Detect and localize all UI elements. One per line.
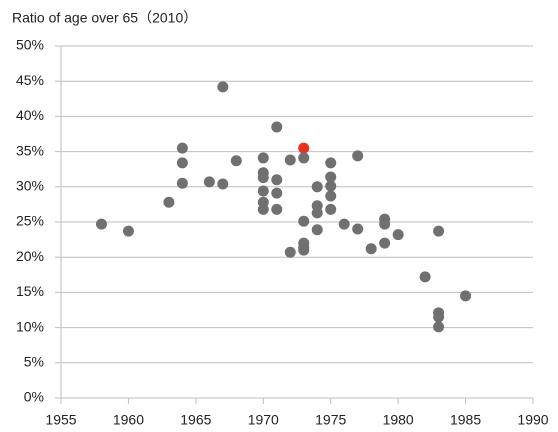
- y-tick-label: 50%: [16, 37, 44, 53]
- point: [338, 218, 350, 230]
- point: [95, 218, 107, 230]
- point: [271, 203, 283, 215]
- point: [271, 187, 283, 199]
- point: [271, 174, 283, 186]
- point: [352, 150, 364, 162]
- point: [325, 180, 337, 192]
- point: [392, 229, 404, 241]
- chart-title: Ratio of age over 65（2010）: [12, 10, 197, 26]
- y-tick-label: 0%: [24, 389, 44, 405]
- x-tick-label: 1975: [315, 412, 346, 428]
- point: [311, 224, 323, 236]
- point: [298, 244, 310, 256]
- x-tick-label: 1980: [383, 412, 414, 428]
- point: [365, 243, 377, 255]
- x-tick-label: 1955: [45, 412, 76, 428]
- point: [176, 177, 188, 189]
- point: [379, 218, 391, 230]
- point: [257, 152, 269, 164]
- point: [257, 172, 269, 184]
- point: [325, 190, 337, 202]
- point: [176, 157, 188, 169]
- y-tick-label: 10%: [16, 318, 44, 334]
- y-tick-label: 45%: [16, 72, 44, 88]
- point: [325, 203, 337, 215]
- point: [163, 196, 175, 208]
- point: [419, 271, 431, 283]
- point: [298, 142, 310, 154]
- x-tick-label: 1990: [517, 412, 548, 428]
- point: [257, 203, 269, 215]
- x-tick-label: 1960: [113, 412, 144, 428]
- point: [298, 215, 310, 227]
- point: [311, 181, 323, 193]
- point: [176, 142, 188, 154]
- point: [298, 152, 310, 164]
- y-tick-label: 40%: [16, 107, 44, 123]
- point: [217, 178, 229, 190]
- point: [433, 311, 445, 323]
- point: [122, 225, 134, 237]
- point: [257, 185, 269, 197]
- x-tick-label: 1965: [180, 412, 211, 428]
- y-tick-label: 5%: [24, 354, 44, 370]
- y-tick-label: 25%: [16, 213, 44, 229]
- x-tick-label: 1985: [450, 412, 481, 428]
- point: [284, 154, 296, 166]
- point: [203, 176, 215, 188]
- x-tick-label: 1970: [248, 412, 279, 428]
- point: [433, 321, 445, 333]
- point: [379, 237, 391, 249]
- point: [352, 223, 364, 235]
- y-tick-label: 30%: [16, 178, 44, 194]
- point: [217, 81, 229, 93]
- point: [460, 290, 472, 302]
- point: [271, 121, 283, 133]
- y-tick-label: 35%: [16, 142, 44, 158]
- point: [433, 225, 445, 237]
- point: [325, 171, 337, 183]
- point: [311, 207, 323, 219]
- point: [325, 157, 337, 169]
- y-tick-label: 15%: [16, 283, 44, 299]
- point: [230, 155, 242, 167]
- point: [284, 246, 296, 258]
- y-tick-label: 20%: [16, 248, 44, 264]
